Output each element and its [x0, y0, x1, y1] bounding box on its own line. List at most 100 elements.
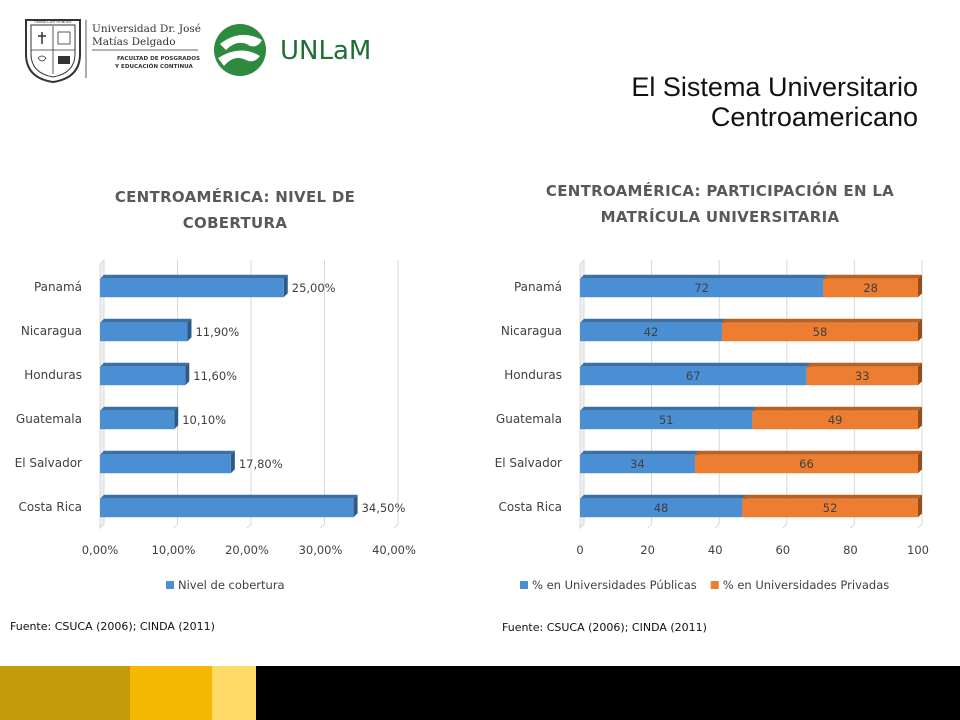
- x-tick-label: 60: [775, 543, 790, 557]
- page-title-line1: El Sistema Universitario: [631, 72, 918, 102]
- udmd-name-line1: Universidad Dr. José: [92, 23, 201, 35]
- data-label: 34,50%: [362, 501, 406, 515]
- y-tick-label: Guatemala: [496, 412, 562, 426]
- data-label: 67: [686, 369, 701, 383]
- chart1-source: Fuente: CSUCA (2006); CINDA (2011): [10, 620, 215, 633]
- unlam-logo: UNLaM: [214, 24, 371, 76]
- charts-canvas: 0,00% 10,00% 20,00% 30,00% 40,00% Costa Rica 3…: [15, 258, 929, 592]
- y-tick-label: El Salvador: [15, 456, 82, 470]
- data-label: 28: [863, 281, 878, 295]
- footer-stripe-2: [130, 666, 212, 720]
- bar: [100, 274, 288, 298]
- bar: [100, 494, 358, 518]
- footer-stripe-1: [0, 666, 130, 720]
- bar: [100, 406, 179, 430]
- y-tick-label: El Salvador: [495, 456, 562, 470]
- udmd-sub-line1: FACULTAD DE POSGRADOS: [117, 56, 200, 62]
- legend-label: % en Universidades Privadas: [723, 578, 890, 592]
- bar: [721, 318, 922, 342]
- y-tick-label: Panamá: [34, 280, 82, 294]
- enrollment-chart: 0 20 40 60 80 100 Costa Rica 48 52 El Salvador 34 6…: [495, 258, 929, 592]
- bar: [580, 406, 757, 430]
- data-label: 51: [659, 413, 674, 427]
- data-label: 33: [855, 369, 870, 383]
- data-label: 72: [694, 281, 709, 295]
- seal-text: OMNIA CUM HONORE: [34, 20, 71, 24]
- x-tick-label: 0,00%: [82, 543, 119, 557]
- bar: [580, 450, 699, 474]
- bar: [100, 318, 192, 342]
- bar: [806, 362, 922, 386]
- legend-swatch: [520, 581, 528, 589]
- page-title-line2: Centroamericano: [710, 102, 918, 132]
- legend-label: Nivel de cobertura: [178, 578, 285, 592]
- bar: [580, 274, 828, 298]
- gridline-floor: [246, 523, 252, 529]
- bar: [100, 450, 235, 474]
- legend-swatch: [710, 581, 719, 589]
- y-tick-label: Costa Rica: [499, 500, 562, 514]
- legend-label: % en Universidades Públicas: [532, 578, 697, 592]
- page-title: El Sistema Universitario Centroamericano: [631, 72, 918, 132]
- data-label: 25,00%: [292, 281, 336, 295]
- left-wall: [579, 258, 585, 530]
- unlam-emblem-icon: [214, 24, 266, 76]
- data-label: 42: [644, 325, 659, 339]
- bar: [580, 318, 726, 342]
- bar: [823, 274, 922, 298]
- y-tick-label: Guatemala: [16, 412, 82, 426]
- x-tick-label: 40,00%: [372, 543, 416, 557]
- x-tick-label: 10,00%: [152, 543, 196, 557]
- chart2-title: CENTROAMÉRICA: PARTICIPACIÓN EN LA MATRÍ…: [500, 178, 940, 230]
- udmd-sub-line2: Y EDUCACIÓN CONTINUA: [114, 63, 193, 70]
- chart2-source: Fuente: CSUCA (2006); CINDA (2011): [502, 621, 707, 634]
- y-tick-label: Panamá: [514, 280, 562, 294]
- bar: [742, 494, 922, 518]
- y-tick-label: Costa Rica: [19, 500, 82, 514]
- data-label: 11,90%: [195, 325, 239, 339]
- udmd-logo: OMNIA CUM HONORE Universidad Dr. José Ma…: [25, 19, 201, 84]
- footer-stripe-3: [212, 666, 256, 720]
- x-tick-label: 40: [708, 543, 723, 557]
- legend-swatch: [166, 581, 174, 589]
- bar: [694, 450, 922, 474]
- gridline-floor: [393, 523, 399, 529]
- x-tick-label: 80: [843, 543, 858, 557]
- data-label: 52: [823, 501, 838, 515]
- coverage-chart: 0,00% 10,00% 20,00% 30,00% 40,00% Costa Rica 3…: [15, 258, 416, 592]
- udmd-name-line2: Matías Delgado: [92, 36, 176, 48]
- bar: [580, 494, 747, 518]
- gridline-floor: [782, 523, 788, 529]
- gridline-floor: [850, 523, 855, 529]
- left-wall: [99, 258, 105, 530]
- chart1-title-line2: COBERTURA: [182, 214, 288, 232]
- data-label: 17,80%: [239, 457, 283, 471]
- chart1-title-line1: CENTROAMÉRICA: NIVEL DE: [114, 188, 356, 206]
- gridline-floor: [320, 523, 325, 529]
- y-tick-label: Honduras: [24, 368, 82, 382]
- chart2-title-line2: MATRÍCULA UNIVERSITARIA: [600, 208, 840, 226]
- gridline-floor: [647, 523, 652, 529]
- x-tick-label: 100: [907, 543, 929, 557]
- chart2-title-line1: CENTROAMÉRICA: PARTICIPACIÓN EN LA: [545, 182, 895, 200]
- footer-bar: [0, 666, 960, 720]
- data-label: 49: [828, 413, 843, 427]
- data-label: 34: [630, 457, 645, 471]
- y-tick-label: Nicaragua: [21, 324, 82, 338]
- x-tick-label: 0: [576, 543, 583, 557]
- bar: [100, 362, 190, 386]
- unlam-wordmark: UNLaM: [280, 36, 371, 66]
- x-tick-label: 20,00%: [225, 543, 269, 557]
- chart1-title: CENTROAMÉRICA: NIVEL DE COBERTURA: [60, 184, 410, 236]
- data-label: 66: [799, 457, 814, 471]
- x-tick-label: 20: [640, 543, 655, 557]
- data-label: 48: [654, 501, 669, 515]
- data-label: 11,60%: [193, 369, 237, 383]
- gridline-floor: [714, 523, 720, 529]
- y-tick-label: Nicaragua: [501, 324, 562, 338]
- bar: [752, 406, 922, 430]
- gridline-floor: [173, 523, 178, 529]
- data-label: 58: [813, 325, 828, 339]
- x-tick-label: 30,00%: [299, 543, 343, 557]
- gridline-floor: [917, 523, 923, 529]
